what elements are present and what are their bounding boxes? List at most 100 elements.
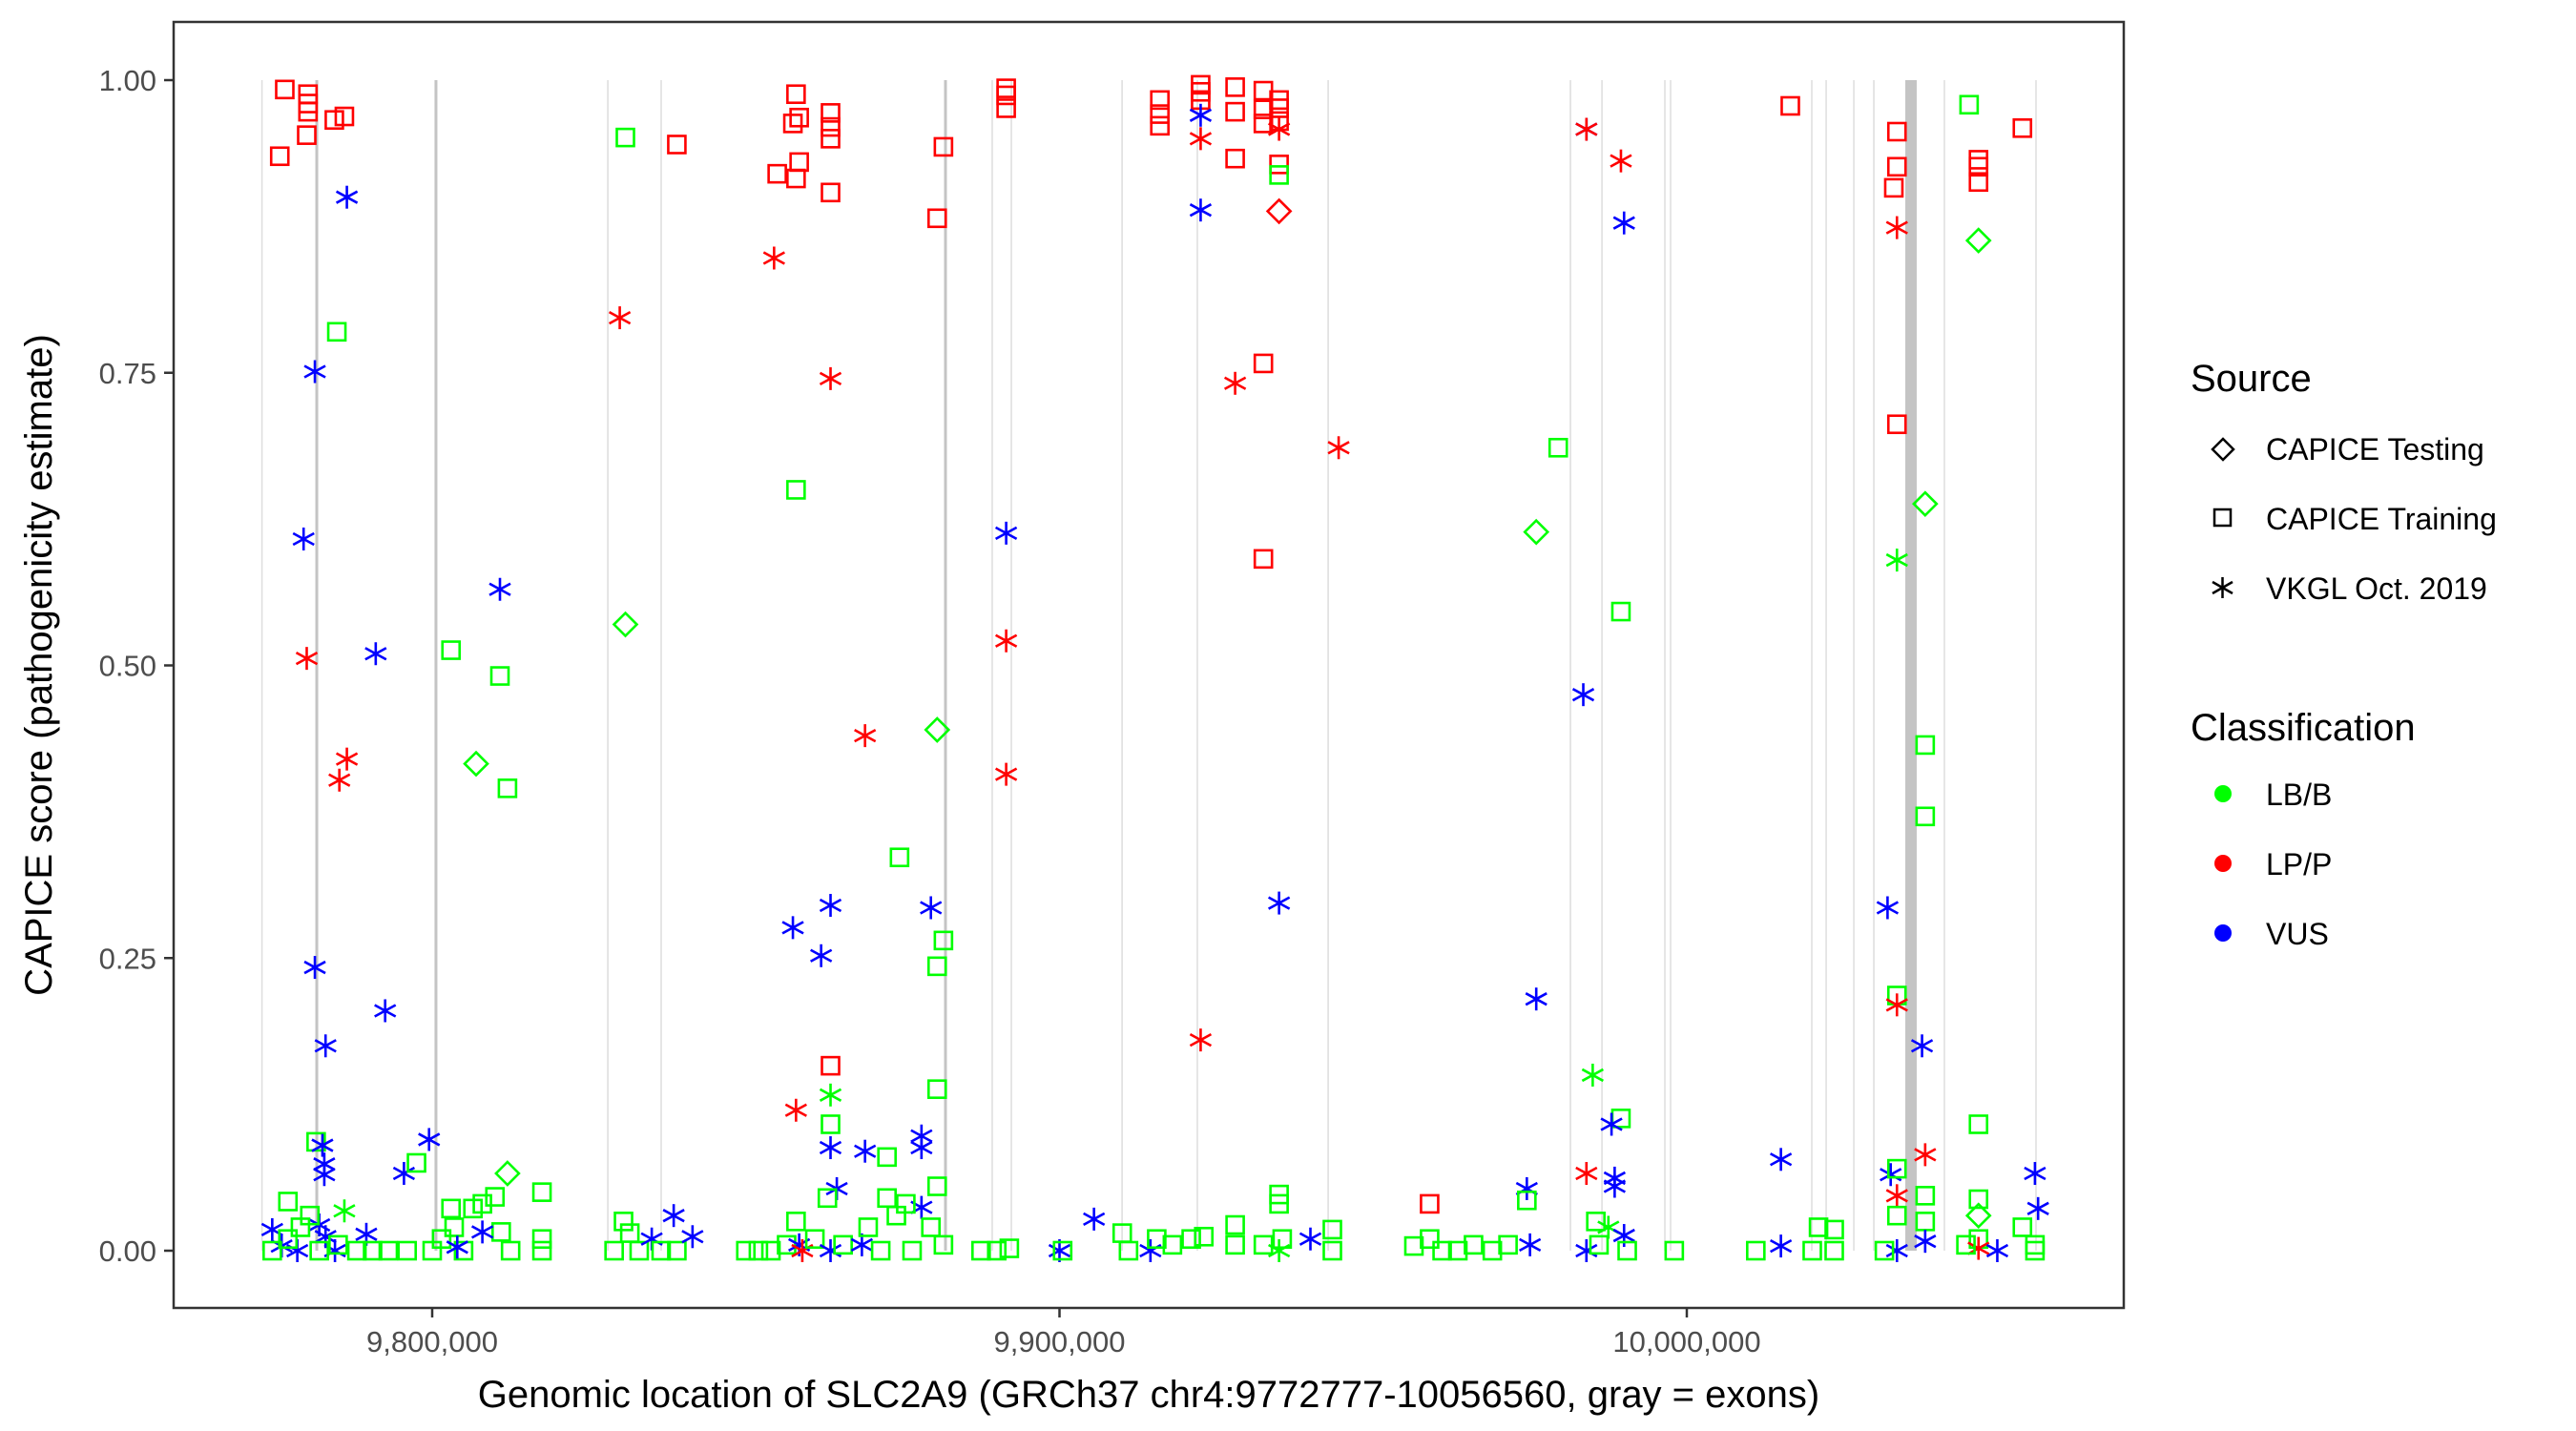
point-vkgl (762, 246, 785, 270)
point-vkgl (1189, 198, 1213, 222)
point-capice-training (1269, 155, 1289, 175)
point-capice-testing (924, 716, 951, 743)
exon-line (315, 80, 319, 1251)
point-vkgl (292, 527, 315, 550)
legend-classification: Classification LB/B LP/P VUS (2191, 707, 2416, 951)
point-vkgl (854, 724, 877, 748)
point-vkgl (418, 1128, 441, 1151)
point-capice-training (306, 1131, 326, 1152)
point-capice-training (1746, 1240, 1766, 1261)
point-vkgl (994, 762, 1018, 786)
point-vkgl (1910, 1034, 1934, 1058)
point-capice-training (760, 1240, 781, 1261)
asterisk-icon (2212, 577, 2233, 598)
point-capice-training (500, 1240, 521, 1261)
point-capice-training (1225, 77, 1245, 97)
point-capice-training (1915, 735, 1936, 756)
point-capice-testing (1964, 1202, 1992, 1230)
legend-source: Source CAPICE Testing CAPICE Training VK… (2191, 358, 2497, 606)
point-capice-training (1586, 1212, 1606, 1232)
exon-line (1853, 80, 1855, 1251)
point-capice-training (1482, 1240, 1503, 1261)
exon-line (1569, 80, 1571, 1251)
point-capice-training (651, 1240, 672, 1261)
point-capice-training (1610, 601, 1631, 622)
point-capice-training (531, 1240, 552, 1261)
point-vkgl (303, 360, 326, 384)
point-capice-training (1968, 156, 1989, 177)
point-capice-training (804, 1229, 825, 1250)
point-capice-training (821, 1055, 841, 1076)
point-capice-testing (1912, 490, 1939, 518)
point-capice-training (278, 1229, 299, 1250)
point-capice-training (489, 666, 510, 686)
point-vkgl (1268, 891, 1291, 915)
legend-item-capice-testing: CAPICE Testing (2266, 432, 2484, 467)
exon-line (1121, 80, 1123, 1251)
point-vkgl (1885, 1184, 1908, 1208)
point-capice-training (1225, 1214, 1245, 1235)
point-capice-training (667, 135, 687, 155)
point-vkgl (681, 1225, 704, 1249)
legend-item-vus: VUS (2266, 917, 2329, 951)
exon-line (1905, 80, 1917, 1251)
point-vkgl (1603, 1174, 1627, 1198)
point-capice-training (786, 168, 806, 189)
point-vkgl (608, 306, 632, 330)
point-capice-training (298, 101, 319, 122)
point-capice-training (999, 1238, 1020, 1258)
point-capice-testing (494, 1160, 521, 1187)
point-capice-training (786, 84, 806, 105)
point-vkgl (1914, 1230, 1937, 1254)
point-vkgl (1189, 103, 1213, 127)
point-vkgl (1967, 1236, 1990, 1260)
point-capice-training (926, 956, 947, 977)
diamond-icon (2211, 437, 2235, 462)
point-capice-training (453, 1240, 474, 1261)
point-vkgl (328, 768, 351, 792)
point-vkgl (1885, 216, 1908, 239)
point-vkgl (446, 1235, 468, 1259)
point-capice-training (346, 1240, 367, 1261)
point-vkgl (994, 629, 1018, 653)
point-capice-training (472, 1193, 492, 1214)
point-capice-training (1780, 95, 1800, 116)
point-capice-training (1548, 437, 1568, 458)
y-tick-label: 1.00 (99, 64, 156, 97)
vus-color-dot-icon (2214, 924, 2232, 942)
point-capice-training (786, 1212, 806, 1232)
point-capice-training (1883, 177, 1904, 198)
exon-line (260, 80, 263, 1251)
point-capice-training (2025, 1240, 2046, 1261)
point-capice-training (926, 1176, 947, 1196)
legend-item-vkgl: VKGL Oct. 2019 (2266, 571, 2487, 606)
point-capice-training (2012, 118, 2033, 138)
point-capice-training (870, 1240, 891, 1261)
exon-line (1664, 80, 1666, 1251)
point-capice-training (278, 1192, 299, 1212)
point-capice-training (497, 778, 518, 798)
point-capice-training (921, 1217, 942, 1237)
point-vkgl (854, 1139, 877, 1163)
point-capice-training (1447, 1240, 1468, 1261)
point-capice-training (786, 480, 806, 500)
point-capice-training (431, 1229, 452, 1250)
point-capice-training (613, 1212, 634, 1232)
point-capice-testing (1265, 197, 1293, 225)
point-vkgl (662, 1204, 685, 1228)
point-capice-training (933, 1234, 954, 1255)
point-capice-training (615, 127, 635, 148)
point-capice-training (1874, 1240, 1895, 1261)
point-capice-training (1886, 1205, 1907, 1226)
point-vkgl (313, 1163, 336, 1187)
exon-line (1811, 80, 1813, 1251)
point-capice-training (833, 1234, 853, 1255)
point-capice-training (531, 1182, 552, 1202)
point-capice-testing (1964, 227, 1992, 254)
point-vkgl (994, 521, 1018, 545)
point-vkgl (335, 747, 359, 771)
point-capice-training (441, 1198, 462, 1219)
point-capice-training (1322, 1219, 1342, 1240)
point-vkgl (1298, 1227, 1322, 1251)
point-capice-training (1915, 806, 1936, 827)
